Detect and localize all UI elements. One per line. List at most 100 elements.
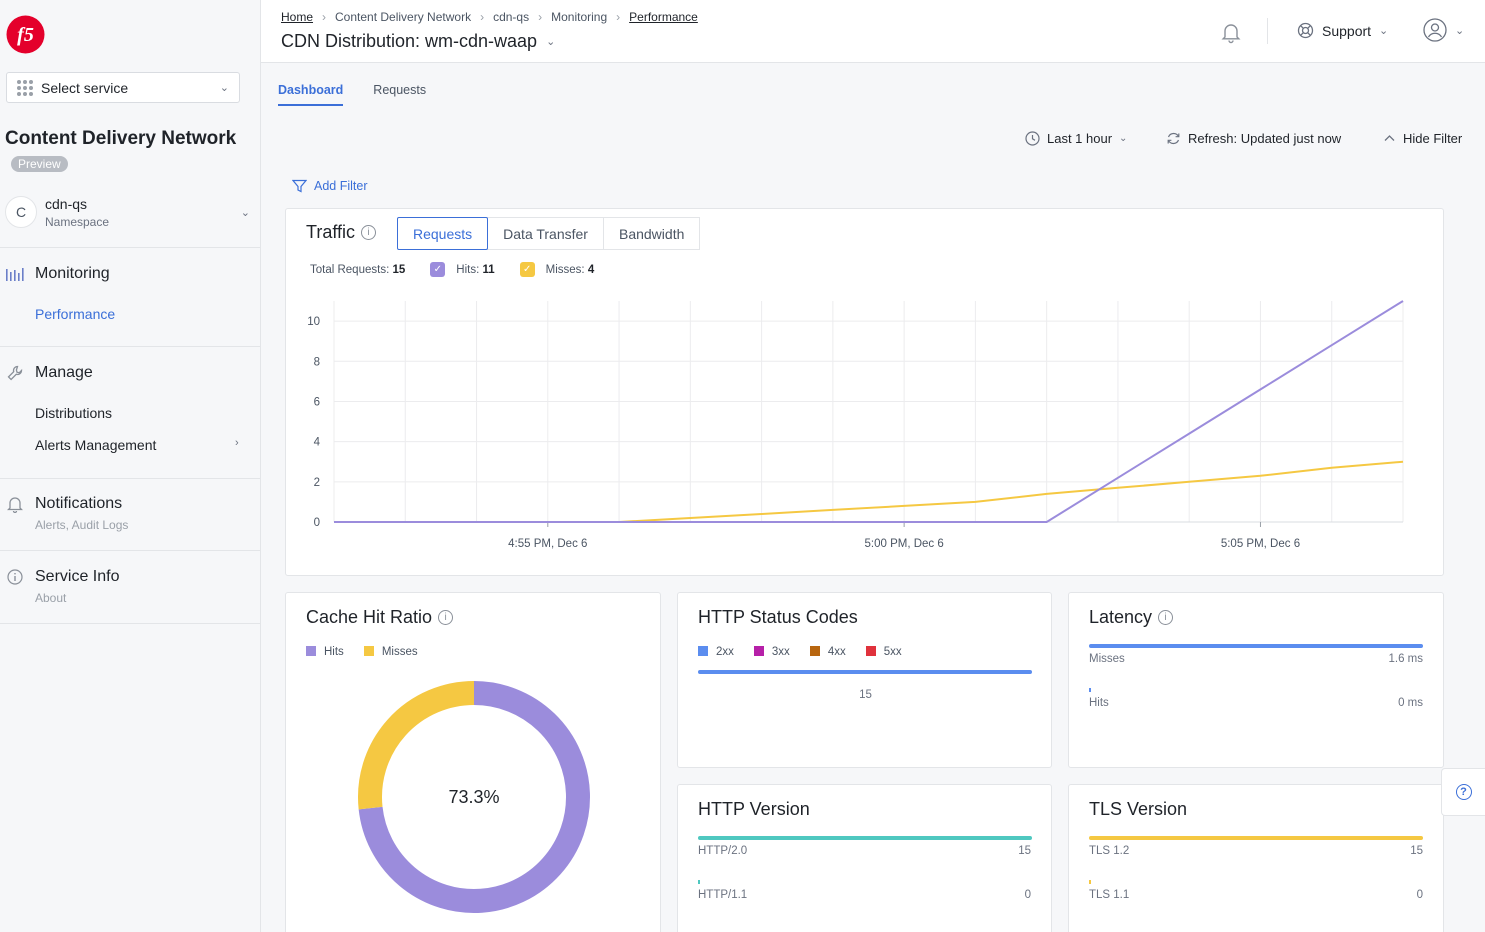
tls11-value: 0 <box>1416 889 1423 901</box>
cache-hit-donut-chart[interactable] <box>286 673 662 932</box>
bell-icon <box>6 495 24 513</box>
divider <box>0 623 260 624</box>
info-icon[interactable]: i <box>1158 610 1174 625</box>
sidebar-section-notifications[interactable]: Notifications <box>6 495 122 513</box>
http11-value: 0 <box>1024 889 1031 901</box>
sidebar-section-service-info[interactable]: Service Info <box>6 568 119 586</box>
select-service-dropdown[interactable]: Select service ⌄ <box>6 72 240 103</box>
http2-bar[interactable] <box>698 836 1032 840</box>
legend-5xx[interactable]: 5xx <box>865 646 902 658</box>
divider <box>0 247 260 248</box>
legend-misses[interactable]: Misses <box>363 646 418 658</box>
traffic-title-text: Traffic <box>306 222 356 242</box>
legend-4xx[interactable]: 4xx <box>809 646 846 658</box>
cache-title: Cache Hit Ratio i <box>306 607 454 628</box>
add-filter-button[interactable]: Add Filter <box>292 179 368 193</box>
http-version-title: HTTP Version <box>698 799 810 819</box>
hide-filter-button[interactable]: Hide Filter <box>1383 131 1462 146</box>
latency-card: Latency i Misses 1.6 ms Hits 0 ms <box>1068 592 1444 768</box>
namespace-label: Namespace <box>45 214 110 229</box>
y-tick-label: 8 <box>314 356 320 368</box>
breadcrumb-performance[interactable]: Performance <box>629 10 698 24</box>
divider <box>0 550 260 551</box>
http11-label: HTTP/1.1 <box>698 889 748 901</box>
user-avatar-icon <box>1423 18 1447 42</box>
info-icon[interactable]: i <box>438 610 454 625</box>
sidebar-section-monitoring[interactable]: Monitoring <box>6 265 110 283</box>
page-title[interactable]: CDN Distribution: wm-cdn-waap ⌄ <box>281 31 555 52</box>
lifebuoy-icon <box>1297 22 1314 39</box>
http11-bar[interactable] <box>698 880 700 884</box>
tab-requests[interactable]: Requests <box>373 83 427 97</box>
y-tick-label: 0 <box>314 517 320 529</box>
chevron-down-icon: ⌄ <box>1379 25 1389 37</box>
legend-2xx[interactable]: 2xx <box>698 646 734 658</box>
time-range-selector[interactable]: Last 1 hour ⌄ <box>1025 131 1127 146</box>
latency-misses-label: Misses <box>1089 653 1125 665</box>
hits-checkbox[interactable]: ✓ <box>430 262 446 277</box>
sidebar-item-performance[interactable]: Performance <box>35 306 116 322</box>
breadcrumb-monitoring[interactable]: Monitoring <box>551 10 608 24</box>
misses-checkbox[interactable]: ✓ <box>519 262 535 277</box>
http-status-codes-card: HTTP Status Codes 2xx 3xx 4xx 5xx 15 <box>677 592 1052 768</box>
divider <box>0 346 260 347</box>
user-menu[interactable]: ⌄ <box>1423 18 1464 42</box>
chevron-down-icon: ⌄ <box>219 82 229 94</box>
latency-title: Latency i <box>1089 607 1174 628</box>
segment-bandwidth[interactable]: Bandwidth <box>602 217 701 250</box>
donut-slice-misses[interactable] <box>358 681 475 810</box>
cache-title-text: Cache Hit Ratio <box>306 607 433 627</box>
f5-logo-icon[interactable]: f5 <box>5 14 46 55</box>
breadcrumb-home[interactable]: Home <box>281 10 314 24</box>
traffic-card: Traffic i Requests Data Transfer Bandwid… <box>285 208 1444 576</box>
breadcrumb-namespace[interactable]: cdn-qs <box>493 10 530 24</box>
donut-slice-hits[interactable] <box>358 681 590 913</box>
chevron-up-icon <box>1383 132 1396 145</box>
segment-data-transfer[interactable]: Data Transfer <box>487 217 604 250</box>
tls-version-card: TLS Version TLS 1.2 15 TLS 1.1 0 <box>1068 784 1444 932</box>
service-info-sub: About <box>35 591 67 605</box>
tls11-label: TLS 1.1 <box>1089 889 1130 901</box>
top-bar: Home › Content Delivery Network › cdn-qs… <box>261 0 1485 63</box>
total-requests-value: 15 <box>392 263 406 276</box>
select-service-label: Select service <box>41 79 129 96</box>
breadcrumb-cdn[interactable]: Content Delivery Network <box>335 10 472 24</box>
clock-icon <box>1025 131 1040 146</box>
x-tick-label: 4:55 PM, Dec 6 <box>508 538 587 550</box>
hits-label: Hits: <box>456 263 480 276</box>
status-2xx-bar[interactable] <box>698 670 1032 674</box>
preview-badge: Preview <box>11 156 68 172</box>
refresh-label: Refresh: Updated just now <box>1188 131 1342 146</box>
legend-3xx[interactable]: 3xx <box>753 646 790 658</box>
sidebar-item-distributions[interactable]: Distributions <box>35 405 113 421</box>
tab-dashboard[interactable]: Dashboard <box>278 83 344 106</box>
refresh-button[interactable]: Refresh: Updated just now <box>1166 131 1341 146</box>
namespace-selector[interactable]: C cdn-qs Namespace ⌄ <box>5 194 255 230</box>
sidebar-section-manage[interactable]: Manage <box>6 364 93 382</box>
service-title: Content Delivery Network Preview <box>5 125 245 179</box>
hits-value: 11 <box>482 263 495 276</box>
y-tick-label: 6 <box>314 396 320 408</box>
chevron-down-icon: ⌄ <box>546 36 556 48</box>
divider <box>0 478 260 479</box>
segment-requests[interactable]: Requests <box>397 217 489 250</box>
info-icon <box>6 568 24 586</box>
bar-chart-icon <box>6 265 24 283</box>
help-button[interactable]: ? <box>1441 768 1485 816</box>
status-legend: 2xx 3xx 4xx 5xx <box>698 646 922 658</box>
latency-misses-value: 1.6 ms <box>1388 653 1423 665</box>
add-filter-label: Add Filter <box>314 179 368 193</box>
tls12-bar[interactable] <box>1089 836 1423 840</box>
latency-hits-bar[interactable] <box>1089 688 1091 692</box>
sidebar-item-alerts-management[interactable]: Alerts Management › <box>35 437 239 453</box>
latency-misses-bar[interactable] <box>1089 644 1423 648</box>
notification-bell-icon[interactable] <box>1219 20 1243 44</box>
traffic-metric-switch: Requests Data Transfer Bandwidth <box>397 217 701 250</box>
legend-hits[interactable]: Hits <box>306 646 344 658</box>
info-icon[interactable]: i <box>361 225 377 240</box>
header-divider <box>1267 18 1268 44</box>
support-menu[interactable]: Support ⌄ <box>1297 22 1388 39</box>
x-tick-label: 5:05 PM, Dec 6 <box>1221 538 1300 550</box>
status-bar-value: 15 <box>859 689 872 701</box>
tls11-bar[interactable] <box>1089 880 1091 884</box>
